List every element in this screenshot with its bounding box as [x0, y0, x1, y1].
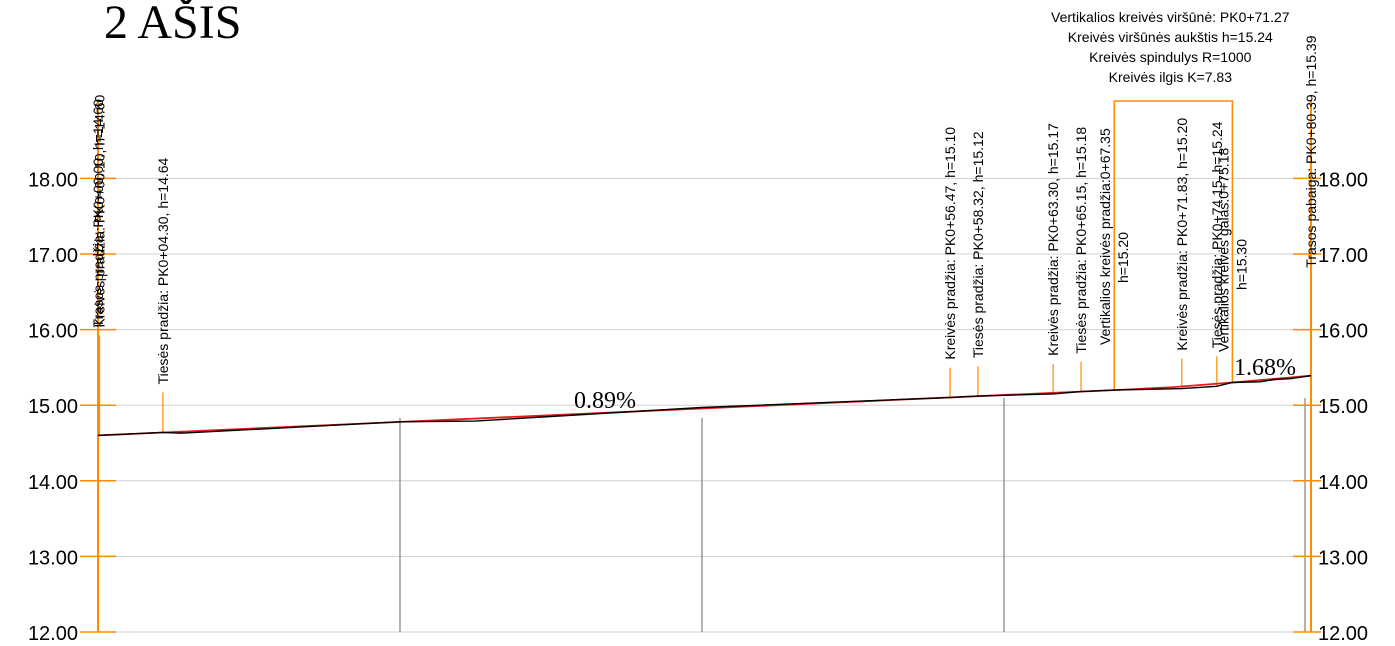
y-tick-label-right: 14.00: [1318, 472, 1368, 494]
vc-start-h: h=15.20: [1115, 232, 1131, 283]
y-tick-label-left: 17.00: [28, 245, 78, 267]
vertical-curve-bracket: [1113, 100, 1234, 391]
y-tick-label-right: 17.00: [1318, 245, 1368, 267]
annotation-label: Kreivės pradžia: PK0+00.10, h=14.60: [92, 95, 108, 328]
y-tick-label-left: 16.00: [28, 321, 78, 343]
y-tick-label-right: 16.00: [1318, 321, 1368, 343]
ground-profile-line: [97, 375, 1312, 437]
grade-label: 0.89%: [574, 388, 636, 414]
annotation-label: Kreivės pradžia: PK0+56.47, h=15.10: [942, 127, 958, 360]
annotation-label: Trasos pabaiga: PK0+80.39, h=15.39: [1303, 35, 1319, 267]
annotation-label: Trasos pradžia: PK0+00.00, h=14.60: [90, 99, 106, 328]
y-tick-label-left: 12.00: [28, 623, 78, 645]
y-tick-label-right: 13.00: [1318, 547, 1368, 569]
y-tick-label-right: 12.00: [1318, 623, 1368, 645]
vc-end-label: Vertikalios kreivės galas:0+75.18: [1215, 148, 1231, 352]
vc-start-label: Vertikalios kreivės pradžia:0+67.35: [1097, 128, 1113, 345]
y-tick-label-right: 18.00: [1318, 169, 1368, 191]
y-tick-label-left: 13.00: [28, 547, 78, 569]
y-tick-label-left: 14.00: [28, 472, 78, 494]
y-tick-label-right: 15.00: [1318, 396, 1368, 418]
vc-summary-line: Kreivės ilgis K=7.83: [1109, 69, 1233, 85]
vc-summary-line: Kreivės viršūnės aukštis h=15.24: [1068, 29, 1273, 45]
y-tick-label-left: 15.00: [28, 396, 78, 418]
annotation-label: Tiesės pradžia: PK0+58.32, h=15.12: [970, 131, 986, 358]
annotation-label: Tiesės pradžia: PK0+74.15, h=15.24: [1209, 121, 1225, 348]
drawing-title: 2 AŠIS: [104, 0, 241, 49]
annotation-label: Tiesės pradžia: PK0+04.30, h=14.64: [155, 157, 171, 384]
vc-summary-line: Kreivės spindulys R=1000: [1089, 49, 1251, 65]
y-tick-label-left: 18.00: [28, 169, 78, 191]
annotation-label: Tiesės pradžia: PK0+65.15, h=15.18: [1073, 127, 1089, 354]
annotation-label: Kreivės pradžia: PK0+63.30, h=15.17: [1045, 123, 1061, 356]
annotation-label: Kreivės pradžia: PK0+71.83, h=15.20: [1174, 118, 1190, 351]
vc-summary-line: Vertikalios kreivės viršūnė: PK0+71.27: [1051, 9, 1290, 25]
grade-label: 1.68%: [1234, 355, 1296, 381]
vc-end-h: h=15.30: [1233, 239, 1249, 290]
